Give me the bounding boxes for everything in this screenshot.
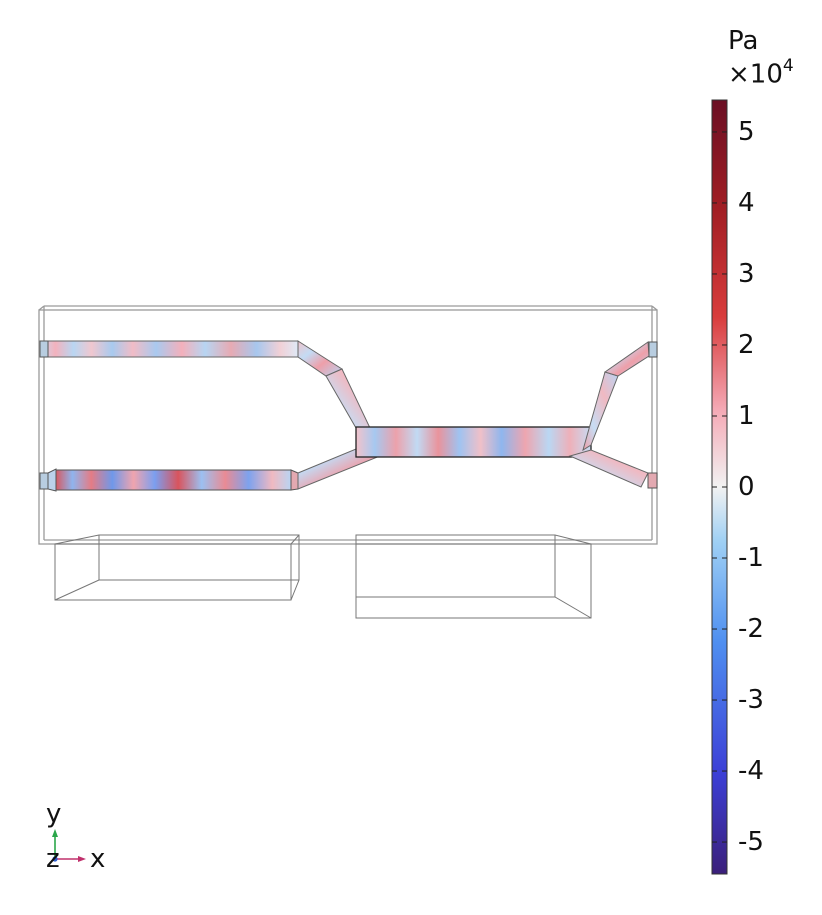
colorbar-tick-label: 4 [738,187,755,218]
colorbar-tick-label: 5 [738,116,755,147]
axis-triad: y z x [46,799,105,874]
colorbar-tick-label: -1 [738,543,764,573]
colorbar-scale-prefix: ×10 [728,59,783,90]
colorbar-tick-label: 1 [738,400,755,431]
colorbar-scale-exponent: 4 [782,56,794,76]
colorbar-tick-label: 0 [738,472,755,502]
junction-chamber [355,426,592,458]
lower-left-duct [39,448,382,492]
colorbar-tick-label: -3 [738,685,764,716]
lower-left-block [54,534,300,601]
upper-bend-duct [297,340,371,429]
colorbar-tick-label: -5 [738,827,764,858]
colorbar-ticks [712,131,727,843]
lower-right-block [355,534,592,619]
triad-z-label: z [46,844,60,874]
colorbar-scale: ×104 [728,56,794,90]
colorbar-tick-label: 2 [738,329,755,360]
colorbar-tick-label: -4 [738,756,764,787]
right-branch-ducts [568,341,658,489]
triad-x-label: x [90,844,105,874]
colorbar-tick-label: 3 [738,258,755,289]
colorbar-unit: Pa [728,26,759,56]
upper-left-duct [39,340,299,358]
colorbar-tick-label: -2 [738,614,764,645]
triad-y-label: y [46,799,61,829]
colorbar [711,99,728,875]
z-axis-dot [52,856,58,862]
